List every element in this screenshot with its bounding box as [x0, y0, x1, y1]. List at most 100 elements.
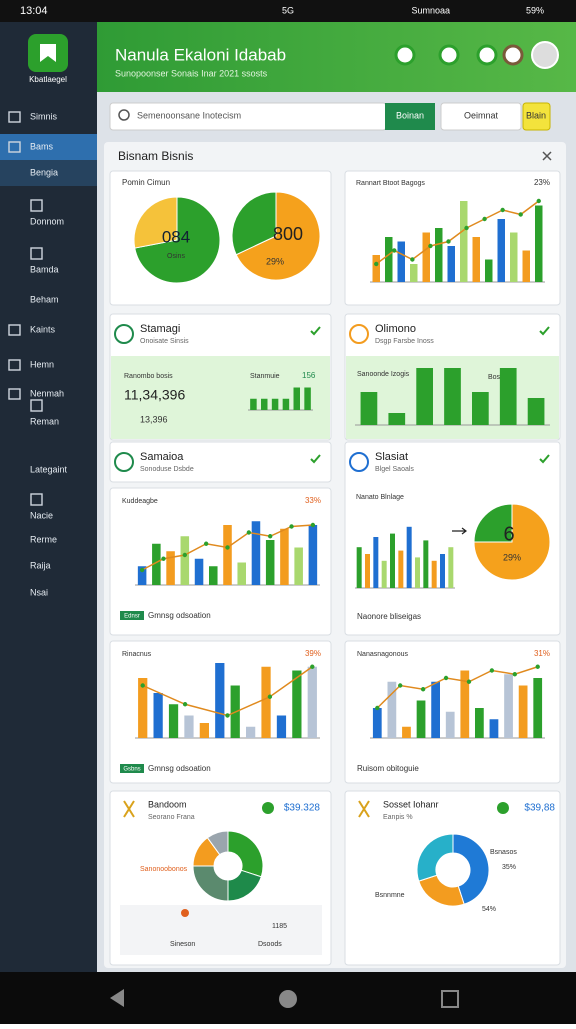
status-bar [0, 0, 576, 22]
bar [489, 719, 499, 738]
bar [293, 387, 300, 410]
callout: Bsnasos [490, 849, 517, 856]
header-subtitle: Sunopoonser Sonais Inar 2021 ssosts [115, 68, 268, 78]
bar [497, 219, 505, 282]
pie-sublabel: Osins [167, 253, 185, 260]
filter-button[interactable] [440, 102, 522, 131]
battery: 59% [526, 5, 544, 15]
bar [472, 237, 480, 282]
bar [153, 693, 163, 738]
menu-item[interactable]: Hemn [30, 359, 54, 369]
trend-point [203, 541, 209, 546]
avatar[interactable] [531, 41, 559, 69]
bar [510, 232, 518, 282]
bar [387, 681, 397, 738]
card-value: $39,88 [524, 803, 555, 814]
close-icon[interactable] [542, 151, 552, 161]
trend-point [536, 198, 541, 204]
pie-slice [206, 830, 229, 856]
search-button-label: Boinan [396, 110, 424, 120]
card-icon [114, 324, 134, 344]
trend-point [535, 664, 540, 669]
bar [237, 562, 246, 585]
strip-label: Sanoonde Izogis [357, 371, 410, 378]
header-icon[interactable] [476, 44, 498, 66]
menu-item[interactable]: Beham [30, 294, 59, 304]
trend-point [289, 524, 294, 529]
trend-point [225, 545, 230, 550]
header-icon[interactable] [502, 44, 524, 66]
check-icon [539, 454, 550, 464]
check-icon [539, 326, 550, 336]
menu-item[interactable]: Nenmah [30, 388, 64, 398]
menu-icon [8, 359, 21, 371]
menu-item[interactable]: Nsai [30, 587, 48, 597]
trend-point [512, 672, 517, 677]
menu-icon [8, 324, 21, 336]
menu-item[interactable]: Reman [30, 416, 59, 426]
bar [199, 723, 209, 738]
bar [372, 255, 380, 282]
card-title: Olimono [375, 323, 416, 335]
bar [307, 666, 317, 738]
time: 13:04 [20, 5, 48, 17]
bar [271, 398, 279, 410]
arrow [452, 527, 467, 535]
card-subtitle: Sonoduse Dsbde [140, 466, 194, 473]
bar [533, 678, 543, 738]
card-subtitle: Onoisate Sinsis [140, 338, 189, 345]
bar [308, 525, 318, 585]
menu-item[interactable]: Bams [30, 141, 54, 151]
trend-point [161, 556, 166, 561]
pie-sublabel: 29% [266, 256, 284, 266]
menu-item[interactable]: Bamda [30, 264, 59, 274]
menu-item[interactable]: Simnis [30, 111, 58, 121]
callout: 54% [482, 906, 496, 913]
menu-icon [30, 399, 43, 412]
trend-point [182, 702, 188, 707]
header-icon[interactable] [438, 44, 460, 66]
bar [251, 521, 261, 585]
bar [184, 715, 194, 738]
bar [138, 678, 148, 738]
nav-recent[interactable] [441, 990, 459, 1008]
search-button[interactable] [385, 103, 435, 130]
trend-point [310, 522, 316, 528]
bar [416, 368, 433, 425]
menu-item[interactable]: Rerme [30, 534, 57, 544]
value-icon [497, 802, 509, 814]
menu-item[interactable]: Bengia [30, 167, 58, 177]
pie-slice [473, 503, 551, 581]
bar [180, 536, 190, 585]
trend-point [375, 705, 380, 711]
menu-item[interactable]: Lategaint [30, 464, 68, 474]
bar [360, 392, 378, 425]
card-icon [114, 452, 134, 472]
trend-point [410, 257, 415, 262]
header-icon[interactable] [394, 44, 416, 66]
bar [137, 566, 147, 585]
card-value: $39.328 [284, 803, 321, 814]
trend-line [376, 666, 538, 709]
trend-point [420, 687, 426, 692]
card-icon [349, 324, 369, 344]
trend-point [246, 530, 252, 535]
bar [445, 711, 455, 738]
menu-item[interactable]: Kaints [30, 324, 56, 334]
menu-item[interactable]: Donnom [30, 216, 64, 226]
nav-back[interactable] [110, 989, 124, 1007]
trend-point [140, 683, 145, 688]
bar [504, 674, 513, 738]
nav-home[interactable] [279, 990, 297, 1008]
menu-item[interactable]: Raija [30, 560, 51, 570]
bar [402, 726, 411, 738]
action-button[interactable] [522, 102, 551, 131]
stat-dot [181, 909, 189, 917]
stat: Dsoods [258, 941, 282, 948]
card-title: Nanasnagonous [357, 651, 408, 658]
menu-icon [8, 388, 21, 400]
trend-point [464, 225, 469, 231]
menu-item[interactable]: Nacie [30, 510, 53, 520]
bar [398, 550, 404, 588]
